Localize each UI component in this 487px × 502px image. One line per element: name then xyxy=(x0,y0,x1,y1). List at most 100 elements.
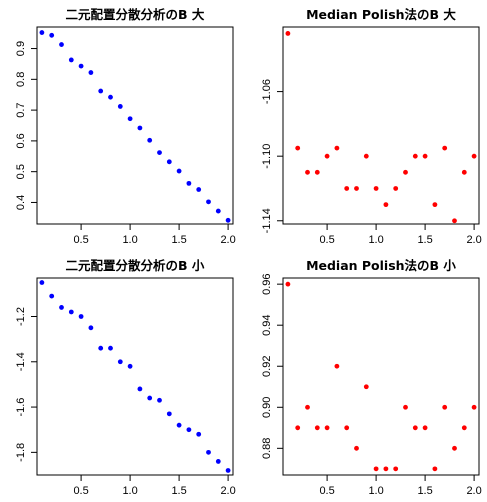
data-point xyxy=(363,384,369,390)
y-tick-label: 0.4 xyxy=(15,195,27,210)
data-point xyxy=(206,449,211,455)
chart-panel-4: Median Polish法のB 小 0.5 1.0 1.5 2.0 0.88 0.90 0.… xyxy=(261,258,482,497)
data-point xyxy=(324,425,330,431)
data-point xyxy=(412,153,418,159)
data-point xyxy=(108,94,113,100)
y-tick-label: 0.96 xyxy=(261,273,273,294)
data-point xyxy=(225,468,231,473)
data-point xyxy=(305,404,310,410)
data-point xyxy=(324,153,330,159)
data-point xyxy=(393,466,399,472)
plot-frame xyxy=(36,277,234,476)
y-tick-label: -1.06 xyxy=(261,79,273,104)
data-point xyxy=(442,404,448,410)
data-point xyxy=(59,305,64,310)
x-tick-label: 1.5 xyxy=(417,234,432,246)
data-point xyxy=(225,217,231,223)
data-point xyxy=(176,168,182,174)
y-tick-label: 0.8 xyxy=(15,72,27,87)
x-tick-label: 1.5 xyxy=(171,234,186,246)
data-point xyxy=(403,404,408,410)
y-tick-label: -1.6 xyxy=(15,398,27,417)
data-point xyxy=(461,169,467,175)
x-tick-label: 2.0 xyxy=(220,234,235,246)
chart-panel-3: 二元配置分散分析のB 小 0.5 1.0 1.5 2.0 -1.8 -1.6 -1.4 -1.2 xyxy=(15,258,236,497)
data-point xyxy=(166,159,172,165)
y-tick-label: 0.88 xyxy=(261,438,273,459)
data-point xyxy=(403,169,408,175)
plot-frame xyxy=(282,277,480,476)
data-point xyxy=(78,63,84,69)
data-point xyxy=(285,31,291,36)
data-point xyxy=(383,466,389,472)
data-point xyxy=(215,208,221,214)
x-tick-label: 1.0 xyxy=(368,485,383,497)
data-point xyxy=(393,186,399,191)
data-point xyxy=(206,199,211,205)
data-point xyxy=(68,309,74,315)
data-point xyxy=(452,445,457,451)
data-point xyxy=(383,202,389,208)
data-point xyxy=(452,218,457,224)
y-tick-label: 0.6 xyxy=(15,133,27,148)
y-tick-label: -1.4 xyxy=(15,352,27,371)
data-point xyxy=(422,425,428,431)
data-point xyxy=(432,202,438,208)
data-point xyxy=(59,42,64,47)
x-tick-label: 2.0 xyxy=(220,485,235,497)
data-point xyxy=(157,397,162,403)
data-point xyxy=(363,153,369,159)
data-point xyxy=(108,345,113,351)
data-point xyxy=(422,153,428,159)
data-point xyxy=(334,145,340,151)
data-point xyxy=(117,359,123,365)
y-tick-label: 0.90 xyxy=(261,397,273,418)
data-point xyxy=(461,425,467,431)
plot-frame xyxy=(282,26,480,225)
chart-title: 二元配置分散分析のB 小 xyxy=(66,258,205,273)
data-point xyxy=(295,425,301,431)
chart-title: Median Polish法のB 小 xyxy=(306,258,456,273)
y-tick-label: -1.8 xyxy=(15,443,27,462)
chart-title: Median Polish法のB 大 xyxy=(306,7,456,22)
data-point xyxy=(98,345,104,351)
x-tick-label: 0.5 xyxy=(319,234,334,246)
data-point xyxy=(78,314,84,319)
y-tick-label: 0.9 xyxy=(15,41,27,56)
chart-title: 二元配置分散分析のB 大 xyxy=(66,7,205,22)
data-point xyxy=(166,411,172,417)
data-point xyxy=(196,431,202,437)
x-tick-label: 2.0 xyxy=(466,485,481,497)
data-point xyxy=(471,153,477,159)
y-tick-label: -1.2 xyxy=(15,307,27,326)
data-point xyxy=(127,363,133,369)
data-point xyxy=(88,70,94,75)
data-point xyxy=(196,187,202,192)
data-point xyxy=(88,325,94,331)
x-tick-label: 0.5 xyxy=(73,234,88,246)
data-point xyxy=(432,466,438,472)
data-point xyxy=(39,280,45,285)
data-point xyxy=(471,404,477,410)
data-point xyxy=(68,57,74,63)
data-point xyxy=(373,466,379,472)
y-tick-label: 0.92 xyxy=(261,356,273,377)
chart-panel-2: Median Polish法のB 大 0.5 1.0 1.5 2.0 -1.14 -1.10… xyxy=(261,7,482,246)
data-point xyxy=(344,425,350,431)
data-point xyxy=(137,125,143,131)
y-tick-label: -1.14 xyxy=(261,208,273,233)
x-tick-label: 1.0 xyxy=(122,234,137,246)
data-point xyxy=(39,30,45,35)
data-point xyxy=(98,88,104,94)
data-point xyxy=(442,145,448,151)
data-point xyxy=(147,395,153,401)
data-point xyxy=(354,186,359,191)
x-tick-label: 0.5 xyxy=(319,485,334,497)
data-point xyxy=(147,137,153,143)
data-point xyxy=(117,104,123,109)
data-point xyxy=(314,169,320,175)
x-tick-label: 1.5 xyxy=(417,485,432,497)
chart-panel-1: 二元配置分散分析のB 大 0.5 1.0 1.5 2.0 0.4 0.5 0.6 0.7 0.8 0… xyxy=(15,7,236,246)
data-point xyxy=(215,459,221,464)
